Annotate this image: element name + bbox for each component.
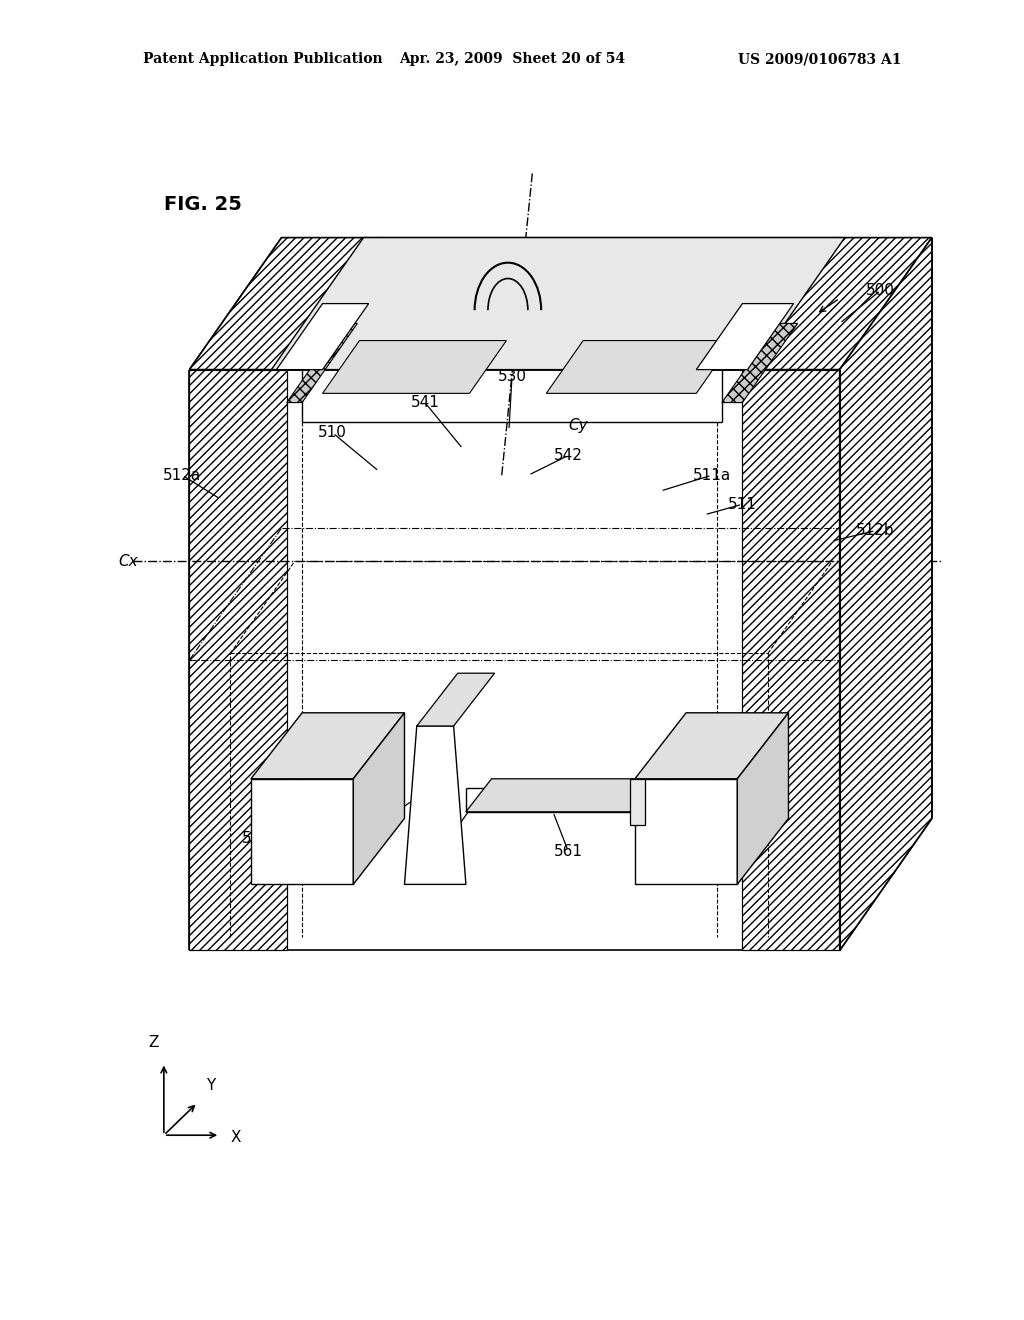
Polygon shape	[635, 779, 737, 884]
Text: 500: 500	[866, 282, 895, 298]
Polygon shape	[722, 323, 798, 403]
Polygon shape	[696, 304, 794, 370]
Polygon shape	[547, 341, 733, 393]
Polygon shape	[404, 726, 466, 884]
Polygon shape	[466, 779, 666, 812]
Bar	[742, 370, 840, 950]
Polygon shape	[287, 238, 835, 370]
Polygon shape	[742, 238, 932, 370]
Text: Y: Y	[206, 1078, 215, 1093]
Text: 511: 511	[728, 496, 757, 512]
Polygon shape	[417, 673, 495, 726]
Polygon shape	[276, 304, 369, 370]
Text: 542: 542	[554, 447, 583, 463]
Polygon shape	[840, 238, 932, 950]
Bar	[742, 370, 840, 950]
Text: 515: 515	[344, 830, 373, 846]
Polygon shape	[737, 713, 788, 884]
Text: X: X	[230, 1130, 241, 1144]
Polygon shape	[287, 323, 357, 403]
Polygon shape	[635, 713, 788, 779]
Polygon shape	[251, 713, 404, 779]
Bar	[189, 370, 287, 950]
Text: 562: 562	[242, 830, 270, 846]
Bar	[742, 370, 840, 950]
Polygon shape	[251, 779, 353, 884]
Text: US 2009/0106783 A1: US 2009/0106783 A1	[737, 53, 901, 66]
Text: 510: 510	[318, 425, 347, 441]
Text: 512a: 512a	[163, 467, 202, 483]
Text: 541: 541	[411, 395, 439, 411]
Polygon shape	[630, 779, 645, 825]
Polygon shape	[271, 238, 845, 370]
Text: 560: 560	[636, 843, 665, 859]
Polygon shape	[353, 713, 404, 884]
Text: Cx: Cx	[118, 553, 138, 569]
Bar	[189, 370, 287, 950]
Text: 561: 561	[554, 843, 583, 859]
Text: Cy: Cy	[568, 417, 589, 433]
Text: 512b: 512b	[856, 523, 895, 539]
Text: 511a: 511a	[692, 467, 731, 483]
Text: Z: Z	[148, 1035, 159, 1049]
Text: 517: 517	[426, 843, 455, 859]
Text: FIG. 25: FIG. 25	[164, 195, 242, 214]
Polygon shape	[189, 238, 379, 370]
Text: 530: 530	[498, 368, 526, 384]
Bar	[189, 370, 287, 950]
Polygon shape	[323, 341, 506, 393]
Text: Apr. 23, 2009  Sheet 20 of 54: Apr. 23, 2009 Sheet 20 of 54	[399, 53, 625, 66]
Text: Patent Application Publication: Patent Application Publication	[143, 53, 383, 66]
